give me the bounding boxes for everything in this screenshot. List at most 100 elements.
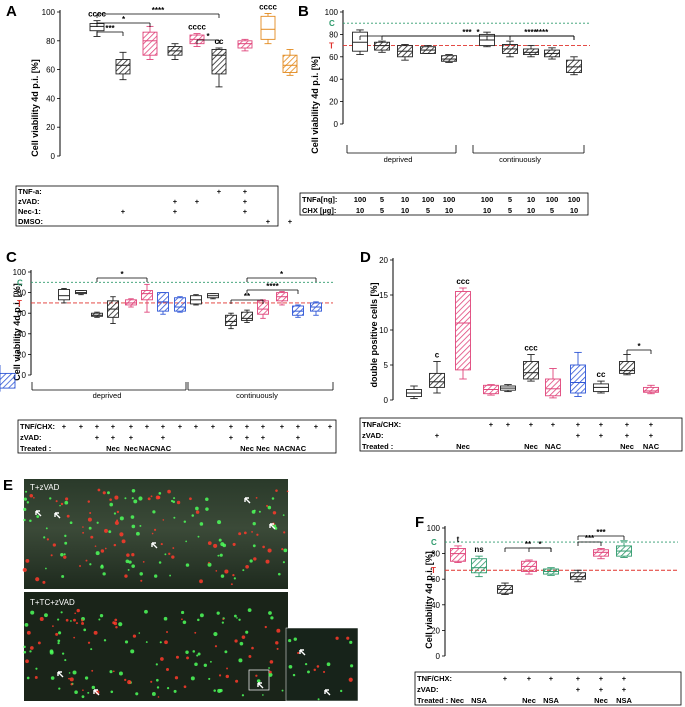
red-cell [119,532,124,537]
green-cell [30,610,35,615]
table-frame [414,671,682,706]
panel-letter-f: F [415,514,424,531]
box-body [570,572,586,580]
arrow-icon [57,671,64,678]
red-cell [90,535,94,539]
red-cell [60,502,64,506]
red-cell [166,630,169,633]
table-cell: + [161,422,166,431]
table-cell: + [121,207,126,216]
micrograph-bottom-label: T+TC+zVAD [30,598,75,607]
bracket-label: ** [244,292,251,301]
red-cell [199,579,203,584]
red-cell [171,555,175,559]
green-cell [213,631,218,637]
y-tick-label: 100 [13,268,27,277]
red-cell [222,618,225,621]
table-cell: + [161,433,166,442]
green-cell [158,492,162,495]
red-cell [255,496,258,499]
green-cell [109,670,113,674]
green-cell [282,514,285,517]
red-cell [113,621,118,626]
box-3 [142,25,158,60]
box-5 [441,54,457,63]
red-cell [253,557,257,561]
green-cell [81,695,85,699]
red-cell [104,528,108,533]
box-7 [593,548,609,560]
table-cell: + [178,422,183,431]
significance-label: t [457,535,460,544]
table-cell: 100 [443,195,456,204]
box-body [523,48,539,56]
box-4 [483,384,499,396]
red-cell [208,561,210,564]
table-cell: + [649,431,654,440]
green-cell [199,613,204,618]
green-cell [35,667,38,670]
green-cell [49,649,54,653]
box-body [471,558,487,574]
box-body [643,386,659,393]
table-cell: + [245,422,250,431]
green-cell [173,497,176,500]
green-cell [156,686,160,689]
box-2 [374,40,390,53]
green-cell [349,640,353,644]
bracket-label: *** [105,24,115,33]
red-cell [79,565,82,567]
table-cell: + [622,674,627,683]
box-11 [225,312,237,330]
table-cell: + [266,217,271,226]
red-cell [52,625,54,627]
table-cell: 100 [354,195,367,204]
box-body [225,314,237,327]
red-cell [283,531,286,534]
y-tick-label: 100 [42,8,56,17]
inset-marker-box [248,669,270,691]
green-cell [216,611,220,615]
box-body [593,549,609,557]
red-cell [81,619,84,622]
table-cell: + [79,422,84,431]
table-row-label: Treated : [362,442,393,451]
green-cell [247,608,252,613]
red-cell [124,574,128,578]
red-cell [195,510,200,514]
green-cell [60,611,63,614]
green-cell [50,676,55,680]
red-cell [116,510,120,514]
green-cell [317,698,320,701]
red-cell [255,674,258,677]
panel-c-group-deprived-bracket [31,382,187,391]
green-cell [99,613,104,618]
green-cell [118,622,123,627]
green-cell [45,567,47,570]
green-cell [88,526,92,530]
y-tick-label: 20 [379,256,388,265]
green-cell [59,504,61,507]
arrow-icon [93,689,100,696]
green-cell [164,553,167,556]
green-cell [249,559,253,563]
red-cell [147,497,151,501]
green-cell [182,620,187,625]
green-cell [233,614,237,618]
green-cell [100,565,104,569]
green-cell [268,672,273,677]
green-cell [185,650,189,654]
table-cell: 100 [422,195,435,204]
box-10 [207,293,219,300]
bracket-label: * [476,28,480,37]
box-body [374,41,390,51]
tnf-line-label: T [17,299,22,308]
table-cell: + [296,422,301,431]
table-row-label: zVAD: [362,431,384,440]
table-cell: + [551,420,556,429]
red-cell [323,670,326,674]
y-tick-label: 60 [431,575,440,584]
bracket-label: **** [152,6,165,15]
red-cell [30,646,34,650]
red-cell [272,511,277,515]
